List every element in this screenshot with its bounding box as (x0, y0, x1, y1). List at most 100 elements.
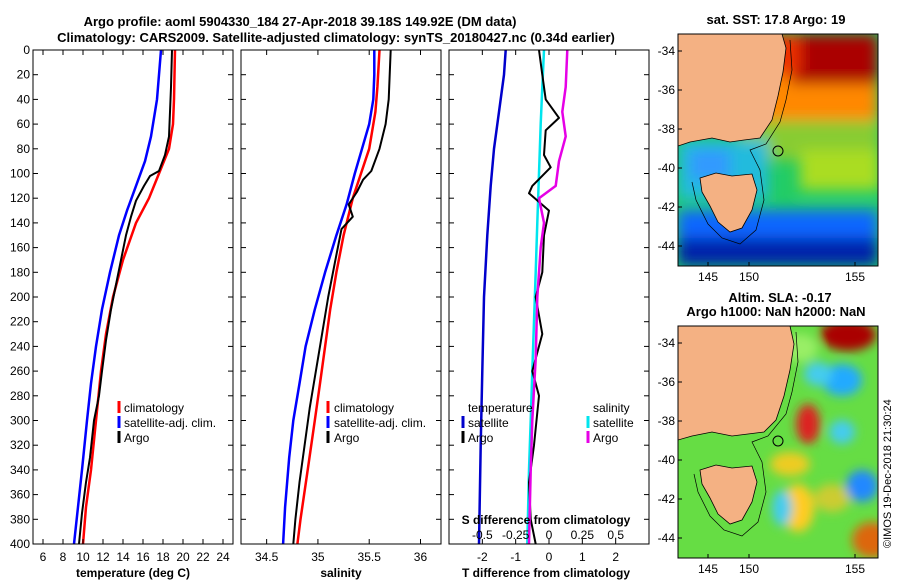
sla-land-mainland (678, 326, 795, 441)
y-tick-label: 280 (10, 389, 30, 403)
sla-argo-marker (772, 435, 784, 447)
temperature-legend: climatology satellite-adj. clim. Argo (117, 401, 216, 445)
y-tick-label: 220 (10, 315, 30, 329)
figure-title-line1: Argo profile: aoml 5904330_184 27-Apr-20… (84, 14, 517, 29)
difference-legend: temperature satellite Argo salinity sate… (461, 401, 634, 445)
y-tick-label: 140 (10, 216, 30, 230)
y-tick-label: 360 (10, 488, 30, 502)
series-line (292, 49, 392, 545)
imos-watermark: ©IMOS 19-Dec-2018 21:30:24 (882, 399, 894, 548)
legend-salt-argo: Argo (593, 431, 619, 445)
map-y-tick-label: -44 (658, 531, 676, 545)
legend-salinity-title: salinity (593, 401, 630, 415)
map-y-tick-label: -36 (658, 83, 676, 97)
map-y-tick-label: -40 (658, 453, 676, 467)
sst-map: sat. SST: 17.8 Argo: 19 (658, 12, 879, 284)
x-tick-label: 24 (216, 550, 230, 564)
y-tick-label: 340 (10, 463, 30, 477)
sst-map-title: sat. SST: 17.8 Argo: 19 (707, 12, 846, 27)
salinity-legend: climatology satellite-adj. clim. Argo (326, 401, 426, 445)
y-tick-label: 120 (10, 191, 30, 205)
legend-temp-argo: Argo (468, 431, 494, 445)
sst-land-mainland (678, 34, 787, 147)
y-tick-label: 0 (23, 43, 30, 57)
map-y-tick-label: -38 (658, 414, 676, 428)
temperature-xlabel: temperature (deg C) (76, 566, 190, 580)
x-tick-label: 35 (311, 550, 325, 564)
y-tick-label: 200 (10, 290, 30, 304)
salinity-axes-frame (240, 49, 442, 545)
y-tick-label: 400 (10, 537, 30, 551)
map-y-tick-label: -44 (658, 239, 676, 253)
map-y-tick-label: -34 (658, 44, 676, 58)
y-tick-label: 40 (17, 92, 31, 106)
sla-map-title-line2: Argo h1000: NaN h2000: NaN (686, 304, 865, 319)
sla-map-frame (677, 325, 879, 559)
map-y-tick-label: -42 (658, 492, 676, 506)
x-tick-label: 36 (414, 550, 428, 564)
legend-argo: Argo (124, 431, 150, 445)
x-tick-label: 16 (136, 550, 150, 564)
y-tick-label: 240 (10, 339, 30, 353)
map-y-tick-label: -42 (658, 200, 676, 214)
sla-map-title-line1: Altim. SLA: -0.17 (728, 290, 831, 305)
x-tick-label: 20 (176, 550, 190, 564)
map-x-tick-label: 145 (698, 562, 718, 576)
difference-panel: -2 -1 0 1 2 -0.5 -0.25 0 0.25 0.5 S difference fr… (448, 49, 650, 580)
y-tick-label: 180 (10, 265, 30, 279)
figure-title-line2: Climatology: CARS2009. Satellite-adjuste… (57, 30, 615, 45)
map-y-tick-label: -38 (658, 122, 676, 136)
y-tick-label: 100 (10, 167, 30, 181)
x-tick-label: 22 (196, 550, 210, 564)
y-tick-label: 160 (10, 241, 30, 255)
temperature-panel: 0 20 40 60 80 100 120 140 160 180 200 220 240 260 280 3… (10, 43, 234, 580)
y-tick-label: 20 (17, 68, 31, 82)
map-y-tick-label: -34 (658, 336, 676, 350)
x-tick-label: 10 (76, 550, 90, 564)
series-line (526, 49, 546, 545)
map-x-tick-label: 155 (845, 562, 865, 576)
sst-argo-marker (772, 145, 784, 157)
y-tick-label: 260 (10, 364, 30, 378)
legend-climatology: climatology (334, 401, 394, 415)
x-tick-label: 1 (579, 550, 586, 564)
map-y-tick-label: -36 (658, 375, 676, 389)
x-tick-label: 35.5 (358, 550, 382, 564)
sst-map-frame (677, 33, 879, 267)
series-line (528, 49, 560, 545)
x2-tick-label: -0.5 (472, 528, 493, 542)
s-difference-xlabel: S difference from climatology (462, 513, 631, 527)
sla-land-tasmania (699, 464, 758, 525)
legend-temp-satellite: satellite (468, 416, 509, 430)
legend-satellite-adj: satellite-adj. clim. (124, 416, 216, 430)
sst-shelf-contour (691, 39, 793, 245)
x-tick-label: -1 (510, 550, 521, 564)
y-tick-label: 320 (10, 438, 30, 452)
x-tick-label: 8 (60, 550, 67, 564)
y-tick-label: 380 (10, 512, 30, 526)
series-line (72, 49, 163, 545)
x2-tick-label: 0.25 (571, 528, 595, 542)
x2-tick-label: 0.5 (607, 528, 624, 542)
legend-climatology: climatology (124, 401, 184, 415)
x-tick-label: 2 (612, 550, 619, 564)
map-x-tick-label: 145 (698, 270, 718, 284)
x-tick-label: 0 (546, 550, 553, 564)
x-tick-label: 18 (156, 550, 170, 564)
salinity-panel: 34.5 35 35.5 36 salinity climatology satell… (240, 49, 442, 580)
difference-axes-frame (448, 49, 650, 545)
map-x-tick-label: 150 (739, 270, 759, 284)
x2-tick-label: 0 (546, 528, 553, 542)
series-line (281, 50, 376, 545)
temperature-axes-frame (32, 49, 234, 545)
sla-map: Altim. SLA: -0.17 Argo h1000: NaN h2000:… (658, 290, 879, 576)
salinity-xlabel: salinity (320, 566, 362, 580)
legend-temperature-title: temperature (468, 401, 533, 415)
map-x-tick-label: 150 (739, 562, 759, 576)
series-line (296, 49, 381, 545)
series-line (81, 49, 177, 545)
legend-satellite-adj: satellite-adj. clim. (334, 416, 426, 430)
y-tick-label: 300 (10, 414, 30, 428)
x-tick-label: 14 (116, 550, 130, 564)
